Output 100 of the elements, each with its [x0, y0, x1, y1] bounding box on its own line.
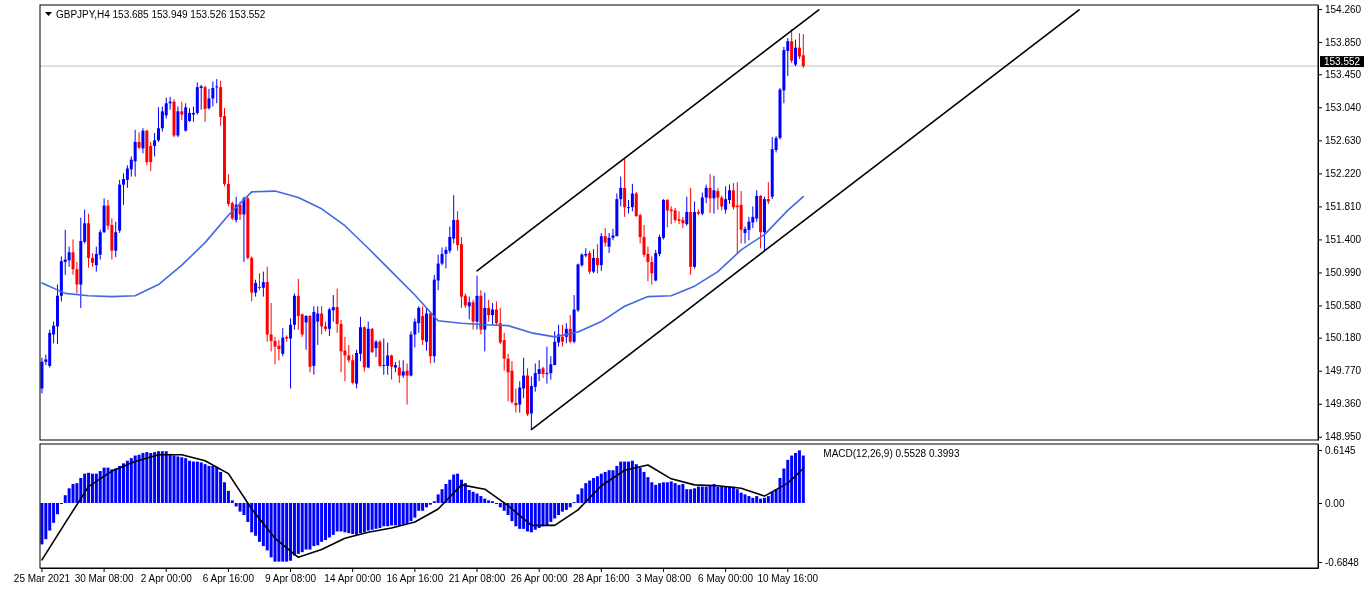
bar — [238, 502, 242, 512]
bar — [125, 460, 129, 503]
x-tick-label: 6 Apr 16:00 — [202, 573, 255, 585]
candlestick — [125, 164, 129, 189]
bar — [588, 480, 592, 503]
line-series — [41, 190, 805, 338]
bar — [759, 498, 763, 503]
bar — [522, 502, 526, 529]
bar — [456, 473, 460, 503]
bar — [137, 454, 141, 503]
bar — [724, 486, 728, 503]
bar — [545, 502, 549, 526]
candlestick — [141, 127, 145, 154]
bar — [716, 486, 720, 503]
bar — [370, 502, 374, 530]
candlestick — [180, 101, 184, 121]
candlestick — [397, 359, 401, 384]
candlestick — [704, 184, 708, 204]
bar — [362, 502, 366, 533]
candlestick — [203, 85, 207, 123]
bar — [560, 502, 564, 512]
bar — [630, 460, 634, 503]
candlestick — [592, 248, 596, 274]
bar — [71, 484, 75, 503]
bar — [386, 502, 390, 527]
candlestick — [374, 339, 378, 358]
bar — [654, 484, 658, 503]
bar — [304, 502, 308, 550]
bar — [390, 502, 394, 526]
bar — [191, 461, 195, 503]
bar — [393, 502, 397, 526]
chart-title: GBPJPY,H4 153.685 153.949 153.526 153.552 — [56, 9, 266, 20]
bar — [160, 451, 164, 503]
candlestick — [630, 183, 634, 212]
bar — [607, 470, 611, 503]
bar — [203, 464, 207, 503]
bar — [215, 466, 219, 503]
x-tick-label: 10 May 16:00 — [757, 573, 819, 585]
bar — [141, 452, 145, 503]
bar — [296, 502, 300, 554]
candlestick — [207, 88, 211, 111]
bar — [766, 496, 770, 503]
x-tick-label: 3 May 08:00 — [635, 573, 692, 585]
y-tick-label: 0.00 — [1325, 497, 1345, 509]
x-tick-label: 9 Apr 08:00 — [264, 573, 317, 585]
bar — [87, 472, 91, 503]
x-tick-label: 2 Apr 00:00 — [140, 573, 193, 585]
bar — [269, 502, 273, 558]
bar — [308, 502, 312, 550]
bar — [405, 502, 409, 524]
bar — [164, 451, 168, 503]
bar — [735, 489, 739, 503]
y-tick-label: 0.6145 — [1325, 444, 1357, 456]
bar — [98, 471, 102, 503]
bar — [603, 471, 607, 503]
y-tick-label: 149.360 — [1325, 398, 1362, 410]
bar — [180, 457, 184, 503]
candlestick — [588, 250, 592, 275]
candlestick — [133, 129, 137, 178]
y-tick-label: 151.400 — [1325, 234, 1362, 246]
bar — [658, 483, 662, 503]
bar — [677, 484, 681, 503]
candlestick — [156, 106, 160, 143]
y-tick-label: 151.810 — [1325, 201, 1362, 213]
bar — [689, 489, 693, 503]
bar — [366, 502, 370, 531]
bar — [300, 502, 304, 553]
bar — [599, 473, 603, 503]
candlestick — [708, 173, 712, 214]
x-tick-label: 16 Apr 16:00 — [386, 573, 444, 585]
bar — [681, 484, 685, 503]
y-tick-label: 153.850 — [1325, 36, 1362, 48]
bar — [188, 460, 192, 503]
bar — [553, 502, 557, 519]
bar — [129, 458, 133, 503]
bar — [277, 502, 281, 562]
candlestick — [731, 182, 735, 211]
bar — [627, 461, 630, 503]
x-tick-label: 26 Apr 00:00 — [510, 573, 568, 585]
bar — [110, 469, 114, 503]
bar — [634, 464, 638, 503]
bar — [320, 502, 324, 542]
bar — [397, 502, 401, 526]
bar — [401, 502, 405, 525]
bar — [479, 496, 483, 503]
candlestick — [755, 189, 759, 223]
bar — [471, 491, 475, 503]
candlestick — [199, 84, 203, 111]
candlestick — [257, 272, 261, 291]
bar — [743, 494, 747, 503]
candlestick — [67, 246, 71, 268]
candlestick — [351, 354, 355, 385]
bar — [153, 452, 157, 503]
bar — [708, 484, 712, 503]
candlestick — [724, 185, 728, 215]
candlestick — [386, 342, 390, 376]
candlestick — [114, 221, 118, 258]
candlestick — [607, 232, 611, 254]
bar — [514, 502, 518, 527]
bar — [704, 486, 708, 503]
